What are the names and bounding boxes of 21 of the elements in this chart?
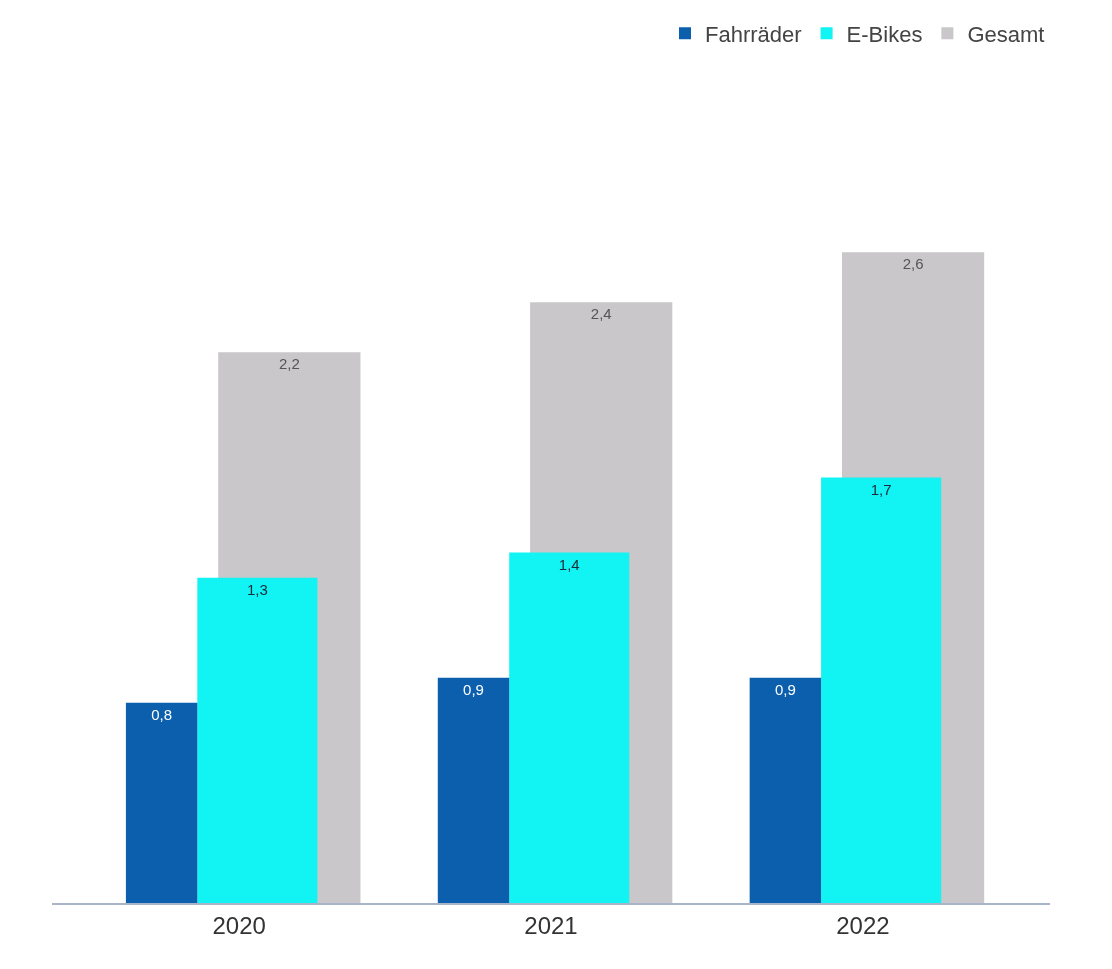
bar — [437, 677, 510, 903]
data-label: 2,6 — [902, 255, 924, 273]
bar — [125, 702, 198, 903]
bar — [509, 552, 630, 903]
legend-label: Fahrräder — [705, 21, 802, 47]
x-tick-label: 2022 — [836, 911, 890, 939]
data-label: 1,7 — [870, 480, 892, 498]
legend-label: E-Bikes — [846, 21, 923, 47]
data-label: 2,2 — [278, 355, 300, 373]
data-label: 0,9 — [774, 680, 796, 698]
data-label: 0,8 — [151, 705, 173, 723]
bar — [821, 477, 942, 903]
data-label: 2,4 — [590, 305, 612, 323]
bar — [749, 677, 822, 903]
data-label: 0,9 — [463, 680, 484, 698]
x-tick-label: 2021 — [524, 911, 578, 939]
bar — [197, 577, 318, 903]
legend-label: Gesamt — [967, 21, 1045, 47]
data-label: 1,3 — [246, 580, 268, 598]
data-label: 1,4 — [558, 555, 580, 573]
x-tick-label: 2020 — [212, 911, 266, 939]
